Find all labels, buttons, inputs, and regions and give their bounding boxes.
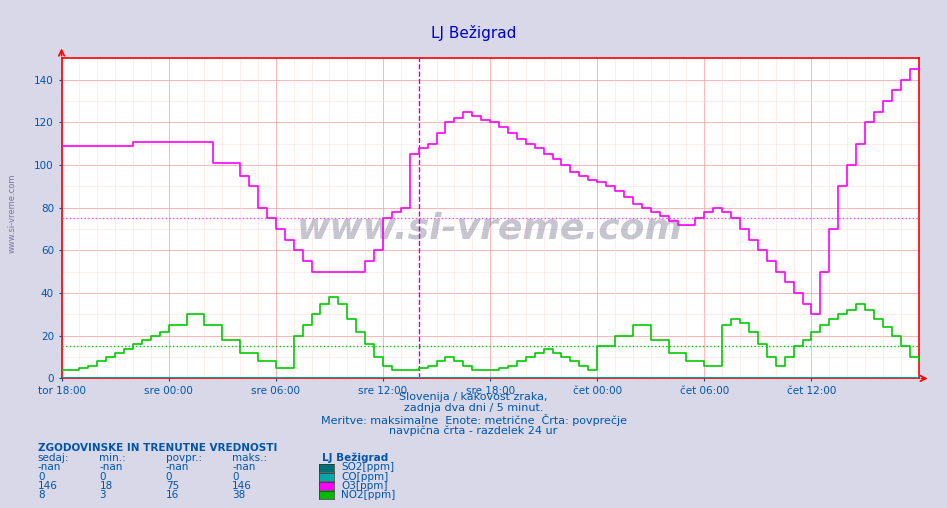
Text: ZGODOVINSKE IN TRENUTNE VREDNOSTI: ZGODOVINSKE IN TRENUTNE VREDNOSTI bbox=[38, 443, 277, 453]
Text: 0: 0 bbox=[99, 471, 106, 482]
Text: 18: 18 bbox=[99, 481, 113, 491]
Text: CO[ppm]: CO[ppm] bbox=[341, 471, 388, 482]
Text: 75: 75 bbox=[166, 481, 179, 491]
Text: www.si-vreme.com: www.si-vreme.com bbox=[297, 211, 683, 245]
Text: O3[ppm]: O3[ppm] bbox=[341, 481, 387, 491]
Text: 146: 146 bbox=[38, 481, 58, 491]
Text: navpična črta - razdelek 24 ur: navpična črta - razdelek 24 ur bbox=[389, 426, 558, 436]
Text: 0: 0 bbox=[38, 471, 45, 482]
Text: 146: 146 bbox=[232, 481, 252, 491]
Text: Meritve: maksimalne  Enote: metrične  Črta: povprečje: Meritve: maksimalne Enote: metrične Črta… bbox=[320, 414, 627, 426]
Text: sedaj:: sedaj: bbox=[38, 453, 69, 463]
Text: 38: 38 bbox=[232, 490, 245, 500]
Text: NO2[ppm]: NO2[ppm] bbox=[341, 490, 395, 500]
Text: povpr.:: povpr.: bbox=[166, 453, 202, 463]
Text: 0: 0 bbox=[232, 471, 239, 482]
Text: 16: 16 bbox=[166, 490, 179, 500]
Text: 3: 3 bbox=[99, 490, 106, 500]
Text: SO2[ppm]: SO2[ppm] bbox=[341, 462, 394, 472]
Text: maks.:: maks.: bbox=[232, 453, 267, 463]
Text: -nan: -nan bbox=[166, 462, 189, 472]
Text: zadnja dva dni / 5 minut.: zadnja dva dni / 5 minut. bbox=[403, 403, 544, 414]
Text: -nan: -nan bbox=[38, 462, 62, 472]
Text: -nan: -nan bbox=[232, 462, 256, 472]
Text: www.si-vreme.com: www.si-vreme.com bbox=[8, 174, 17, 253]
Text: LJ Bežigrad: LJ Bežigrad bbox=[322, 453, 388, 463]
Text: min.:: min.: bbox=[99, 453, 126, 463]
Text: -nan: -nan bbox=[99, 462, 123, 472]
Text: Slovenija / kakovost zraka,: Slovenija / kakovost zraka, bbox=[400, 392, 547, 402]
Text: 8: 8 bbox=[38, 490, 45, 500]
Text: 0: 0 bbox=[166, 471, 172, 482]
Text: LJ Bežigrad: LJ Bežigrad bbox=[431, 25, 516, 41]
